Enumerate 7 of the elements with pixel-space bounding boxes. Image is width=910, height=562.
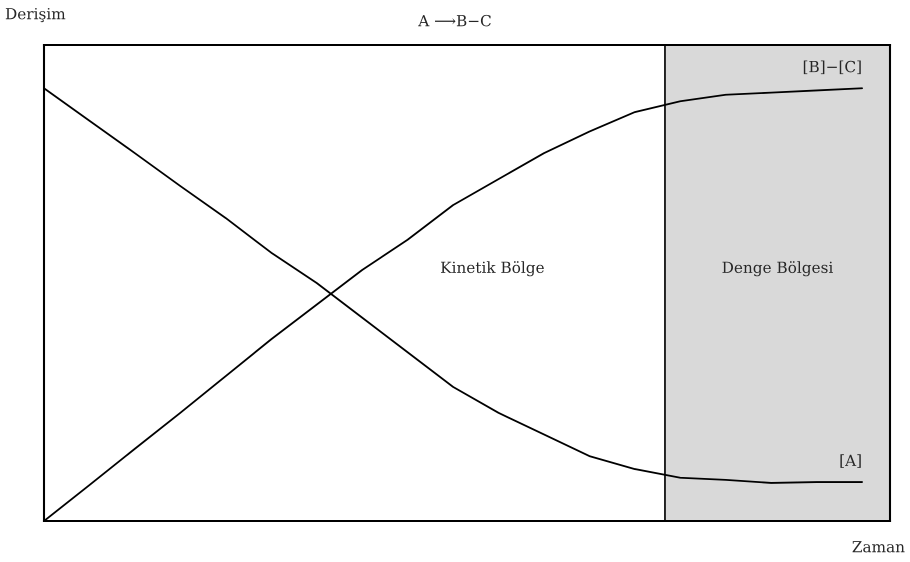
series-label: [A] xyxy=(840,454,861,468)
annotation: Kinetik Bölge xyxy=(440,261,544,276)
chart-title: A ⟶B−C xyxy=(418,14,491,26)
series-label: [B]−[C] xyxy=(804,60,861,74)
annotation: Denge Bölgesi xyxy=(722,261,833,276)
x-axis-title: Zaman xyxy=(852,541,905,552)
y-axis-title: Derişim xyxy=(6,8,66,22)
